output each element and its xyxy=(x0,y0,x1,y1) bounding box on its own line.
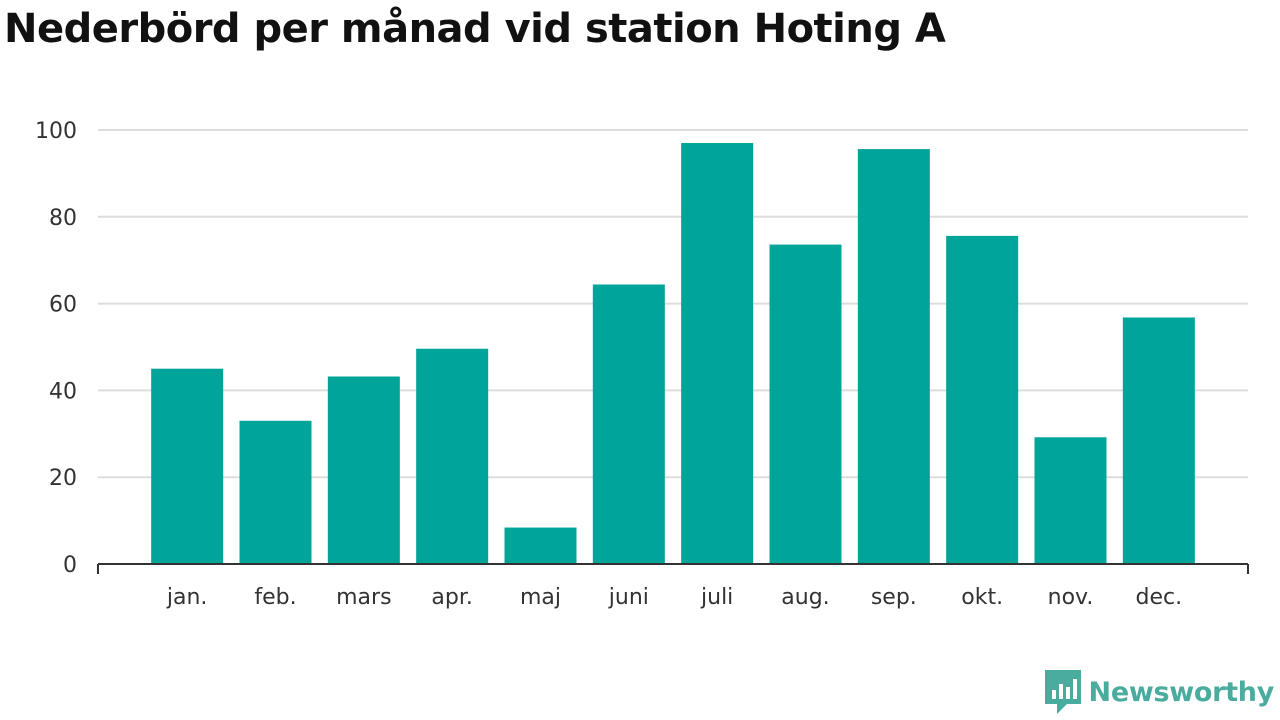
y-tick-labels: 0 20 40 60 80 100 xyxy=(35,119,77,578)
x-tick-label: okt. xyxy=(961,585,1003,610)
y-tick-label: 80 xyxy=(49,206,77,231)
newsworthy-logo: Newsworthy xyxy=(1044,670,1275,714)
bar xyxy=(1034,437,1107,564)
newsworthy-logo-icon xyxy=(1044,670,1081,714)
y-tick-label: 0 xyxy=(63,553,77,578)
y-tick-label: 20 xyxy=(49,466,77,491)
x-tick-label: juli xyxy=(700,585,733,610)
bar xyxy=(327,376,400,564)
x-axis xyxy=(97,563,1249,574)
bars xyxy=(151,143,1195,564)
x-tick-label: mars xyxy=(336,585,391,610)
x-tick-label: feb. xyxy=(254,585,296,610)
bar xyxy=(769,244,842,564)
bar xyxy=(239,420,312,564)
chart-title: Nederbörd per månad vid station Hoting A xyxy=(4,6,946,52)
x-tick-labels: jan. feb. mars apr. maj juni juli aug. sep. okt. n… xyxy=(166,585,1182,610)
x-tick-label: aug. xyxy=(781,585,829,610)
x-tick-label: juni xyxy=(608,585,649,610)
y-tick-label: 60 xyxy=(49,293,77,318)
bar xyxy=(1122,317,1195,564)
bar xyxy=(504,527,577,564)
x-tick-label: maj xyxy=(520,585,561,610)
bar xyxy=(946,235,1019,564)
bar xyxy=(151,368,224,564)
x-tick-label: dec. xyxy=(1136,585,1183,610)
y-tick-label: 40 xyxy=(49,379,77,404)
bar xyxy=(592,284,665,564)
x-tick-label: nov. xyxy=(1048,585,1094,610)
x-tick-label: jan. xyxy=(166,585,208,610)
bar xyxy=(681,143,754,564)
bar xyxy=(416,348,489,564)
x-tick-label: sep. xyxy=(871,585,917,610)
x-tick-label: apr. xyxy=(431,585,472,610)
y-tick-label: 100 xyxy=(35,119,77,144)
bar xyxy=(857,149,930,564)
newsworthy-logo-text: Newsworthy xyxy=(1088,676,1275,708)
